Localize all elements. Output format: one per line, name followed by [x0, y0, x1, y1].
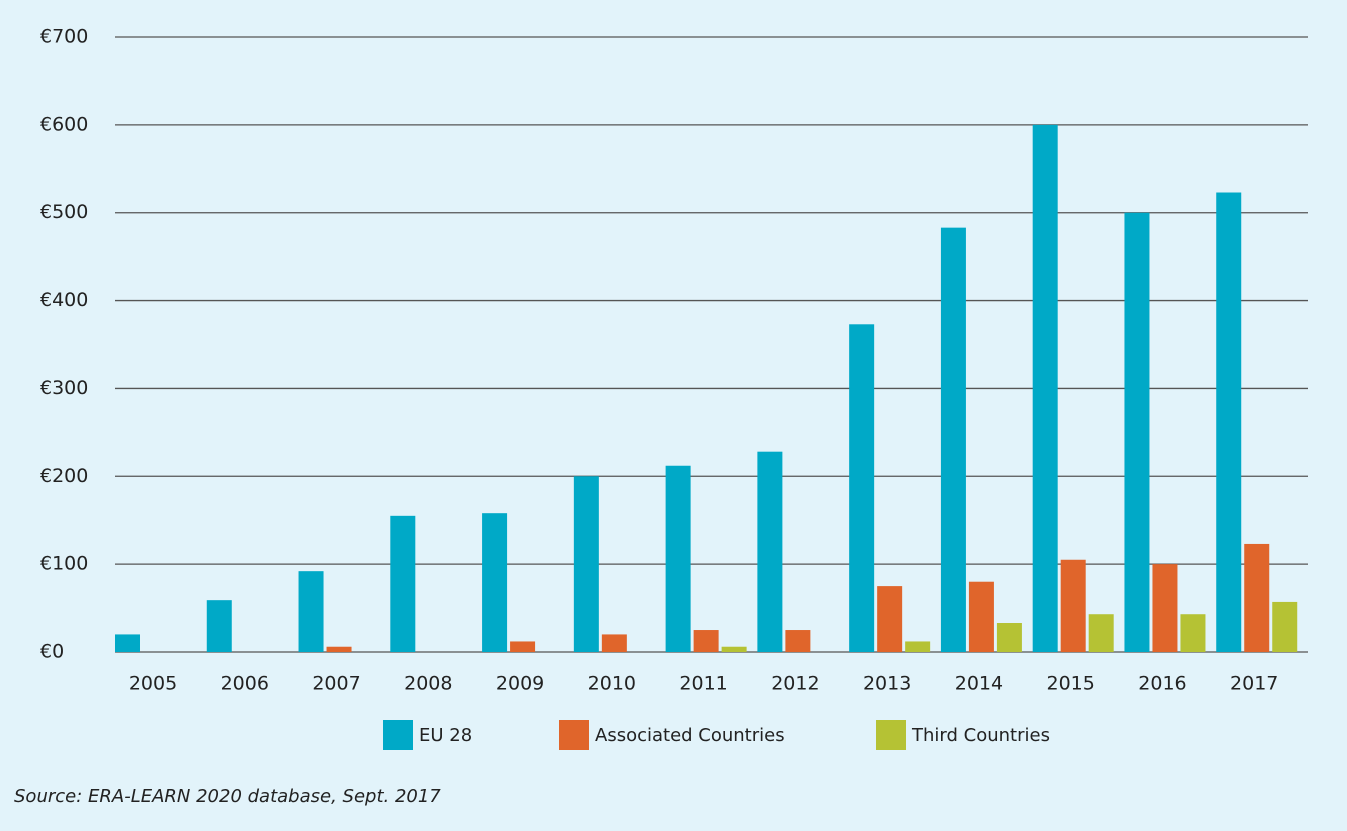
legend-label: EU 28	[419, 725, 472, 746]
x-tick-label: 2012	[771, 673, 819, 695]
x-tick-label: 2011	[679, 673, 727, 695]
bar	[1180, 614, 1206, 652]
x-tick-label: 2008	[404, 673, 452, 695]
bar	[1060, 559, 1086, 652]
bar	[665, 465, 691, 652]
x-tick-label: 2005	[129, 673, 177, 695]
bar	[1032, 124, 1058, 653]
legend-swatch	[559, 720, 589, 750]
bar	[1272, 601, 1298, 652]
bar	[601, 634, 627, 652]
bar	[206, 600, 232, 652]
bar	[298, 571, 324, 652]
bar	[573, 476, 599, 652]
x-tick-label: 2010	[588, 673, 636, 695]
bar	[968, 581, 994, 652]
bar	[1124, 212, 1150, 652]
bar	[1216, 192, 1242, 652]
x-tick-label: 2016	[1138, 673, 1186, 695]
x-tick-label: 2015	[1047, 673, 1095, 695]
bar	[877, 586, 903, 652]
bar	[721, 646, 747, 652]
bar	[757, 451, 783, 652]
bar	[1088, 614, 1114, 652]
x-tick-label: 2009	[496, 673, 544, 695]
bar	[115, 634, 140, 652]
legend-label: Associated Countries	[595, 725, 785, 746]
legend-swatch	[876, 720, 906, 750]
bar	[785, 630, 811, 652]
bar	[510, 641, 536, 652]
y-tick-label: €400	[40, 289, 88, 311]
source-note: Source: ERA-LEARN 2020 database, Sept. 2…	[14, 786, 441, 807]
y-tick-label: €200	[40, 465, 88, 487]
bar	[693, 630, 719, 652]
bar	[1152, 564, 1178, 652]
y-tick-label: €300	[40, 377, 88, 399]
y-tick-label: €500	[40, 201, 88, 223]
bar	[326, 646, 352, 652]
legend-swatch	[383, 720, 413, 750]
legend-label: Third Countries	[911, 725, 1050, 746]
x-tick-label: 2014	[955, 673, 1003, 695]
bar	[905, 641, 931, 652]
bar	[940, 227, 966, 652]
bar	[390, 515, 416, 652]
y-tick-label: €100	[40, 553, 88, 575]
y-tick-label: €700	[40, 26, 88, 48]
y-tick-label: €600	[40, 113, 88, 135]
bar	[996, 623, 1022, 652]
y-tick-label: €0	[40, 641, 64, 663]
x-tick-label: 2017	[1230, 673, 1278, 695]
bar	[1244, 543, 1270, 652]
bar	[849, 324, 875, 652]
x-tick-label: 2006	[221, 673, 269, 695]
x-tick-label: 2007	[312, 673, 360, 695]
bar	[482, 513, 508, 652]
x-tick-label: 2013	[863, 673, 911, 695]
